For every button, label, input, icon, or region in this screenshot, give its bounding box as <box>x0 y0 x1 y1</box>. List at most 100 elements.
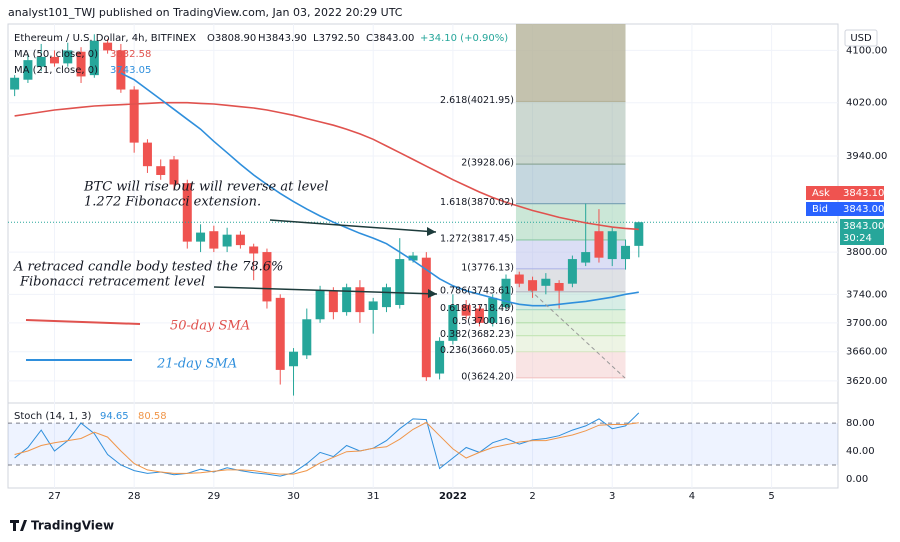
ask-price-tag <box>840 186 884 200</box>
candle-body <box>342 287 352 313</box>
fib-band <box>515 101 626 165</box>
fib-label: 0.5(3700.16) <box>452 316 514 327</box>
x-tick-label: 31 <box>367 491 380 502</box>
candle-body <box>196 232 206 242</box>
candle-body <box>541 278 551 286</box>
fib-label: 0(3624.20) <box>461 371 514 382</box>
fib-band <box>515 164 626 204</box>
candle-body <box>129 89 139 143</box>
candle-body <box>488 297 498 323</box>
stoch-line <box>14 412 640 477</box>
stoch-title: Stoch (14, 1, 3) <box>14 411 91 422</box>
fib-band <box>515 335 626 352</box>
fib-label: 0.618(3718.49) <box>440 303 514 314</box>
candle-body <box>607 231 617 260</box>
x-tick-label: 4 <box>689 491 695 502</box>
published-line: analyst101_TWJ published on TradingView.… <box>8 6 403 19</box>
fib-label: 2.618(4021.95) <box>440 95 514 106</box>
last-price-tag <box>840 219 884 245</box>
y-tick-label: 3940.00 <box>846 151 887 162</box>
logo-icon <box>10 520 27 531</box>
currency[interactable]: USD <box>850 33 872 44</box>
candle-body <box>49 56 59 64</box>
y-tick-label: 4100.00 <box>846 45 887 56</box>
candle-body <box>249 246 259 254</box>
candle-body <box>116 50 126 90</box>
legend-line <box>25 319 141 325</box>
bid-tag <box>806 202 884 216</box>
fib-label: 1.272(3817.45) <box>440 233 514 244</box>
arrow <box>213 286 438 295</box>
bid-label: Bid <box>812 204 828 215</box>
annotation-text: Fibonacci retracement level <box>19 275 205 290</box>
background-layer <box>8 24 838 488</box>
candle-body <box>408 255 418 261</box>
annotation-text: A retraced candle body tested the 78.6% <box>13 260 283 275</box>
fib-label: 0.786(3743.61) <box>440 285 514 296</box>
header-close: C3843.00 <box>366 33 414 44</box>
header-open: O3808.90 <box>207 33 256 44</box>
candle-body <box>36 56 46 67</box>
candle-body <box>328 290 338 313</box>
stoch-band <box>8 423 838 465</box>
candle-body <box>554 282 564 291</box>
candle-body <box>594 231 604 258</box>
candle-body <box>501 278 511 308</box>
countdown: 30:24 <box>843 233 872 244</box>
currency-box[interactable] <box>844 29 878 47</box>
annotation-text: BTC will rise but will reverse at level <box>83 180 329 195</box>
fib-trend-line <box>529 289 626 379</box>
annotation-text: 50-day SMA <box>170 319 250 334</box>
stoch-d-value: 80.58 <box>138 411 167 422</box>
y-tick-label: 3740.00 <box>846 289 887 300</box>
candle-body <box>315 290 325 320</box>
candle-body <box>63 50 73 64</box>
y-tick-label: 4020.00 <box>846 98 887 109</box>
symbol-title: Ethereum / U.S. Dollar, 4h, BITFINEX <box>14 33 196 44</box>
candle-body <box>448 304 458 341</box>
x-tick-label: 5 <box>768 491 774 502</box>
candle-body <box>103 42 113 51</box>
ma-line <box>120 72 639 307</box>
candle-body <box>528 280 538 291</box>
fib-band <box>515 309 626 323</box>
y-tick-label: 3700.00 <box>846 318 887 329</box>
x-tick-label: 28 <box>128 491 141 502</box>
y-tick-label: 3660.00 <box>846 347 887 358</box>
candle-body <box>621 245 631 260</box>
arrow <box>269 219 437 233</box>
candle-body <box>209 231 219 249</box>
candle-body <box>395 259 405 305</box>
candle-body <box>10 77 20 90</box>
fib-label: 1.618(3870.02) <box>440 197 514 208</box>
stoch-tick-label: 0.00 <box>846 474 868 485</box>
y-tick-label: 3620.00 <box>846 376 887 387</box>
ma21-legend: MA (21, close, 0) <box>14 65 98 76</box>
tradingview-logo <box>10 520 27 531</box>
arrowhead <box>428 289 437 298</box>
fib-band <box>515 203 626 240</box>
fib-label: 0.236(3660.05) <box>440 345 514 356</box>
ma21-legend-value: 3743.05 <box>110 65 151 76</box>
candle-body <box>169 159 179 185</box>
candle-body <box>514 274 524 284</box>
candle-body <box>182 183 192 242</box>
ask-label: Ask <box>812 188 830 199</box>
x-tick-label: 2022 <box>439 491 467 502</box>
header-change: +34.10 (+0.90%) <box>420 33 508 44</box>
header-low: L3792.50 <box>313 33 360 44</box>
candle-body <box>89 40 99 76</box>
stoch-tick-label: 40.00 <box>846 446 875 457</box>
candle-body <box>474 308 484 323</box>
candle-body <box>23 60 33 80</box>
x-tick-label: 30 <box>287 491 300 502</box>
candle-body <box>567 259 577 284</box>
x-tick-label: 29 <box>207 491 220 502</box>
ask-price: 3843.10 <box>843 188 884 199</box>
candle-body <box>461 304 471 316</box>
ma50-legend: MA (50, close, 0) <box>14 49 98 60</box>
fib-band <box>515 24 626 102</box>
stoch-tick-label: 80.00 <box>846 418 875 429</box>
fib-band <box>515 322 626 336</box>
candle-body <box>222 234 232 247</box>
